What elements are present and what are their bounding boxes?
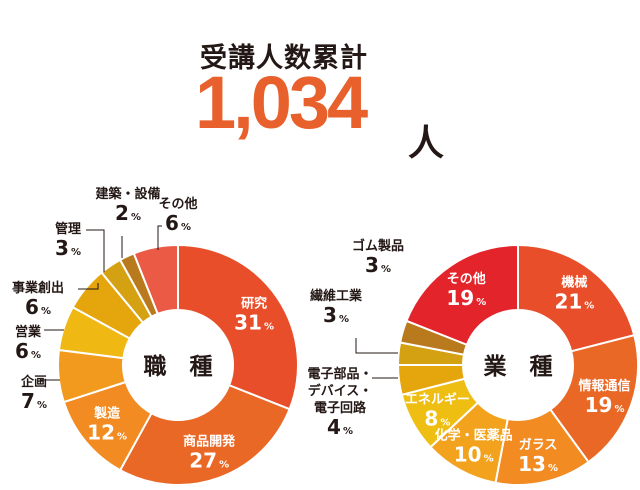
industry-slice-name-1: 情報通信	[579, 378, 631, 394]
occupation-slice-value-5: 6%	[25, 295, 51, 319]
occupation-slice-label-7: 建築・設備2%	[95, 186, 160, 225]
occupation-slice-value-6: 3%	[55, 236, 81, 260]
industry-slice-name-0: 機械	[561, 274, 587, 290]
occupation-slice-1	[118, 383, 291, 486]
occupation-leader-line-6	[86, 229, 105, 272]
occupation-slice-label-4: 営業6%	[15, 324, 42, 363]
industry-slice-name-6: 繊維工業	[310, 288, 363, 304]
industry-slice-name-3: 化学・医薬品	[435, 428, 513, 444]
occupation-slice-name-0: 研究	[241, 295, 267, 311]
industry-slice-name-8: その他	[447, 271, 486, 287]
industry-chart-title: 業 種	[483, 353, 553, 380]
industry-slice-value-7: 3%	[365, 253, 391, 277]
industry-slice-value-5: 4%	[327, 415, 353, 439]
industry-slice-name-4: エネルギー	[405, 391, 470, 407]
occupation-leader-line-8	[157, 225, 162, 250]
occupation-slice-name-7: 建築・設備	[95, 186, 160, 202]
occupation-slice-value-4: 6%	[15, 339, 41, 363]
industry-slice-value-6: 3%	[323, 303, 349, 327]
industry-slice-1	[548, 333, 639, 464]
industry-slice-name-5: 電子部品・	[307, 366, 372, 382]
industry-slice-8	[405, 243, 519, 347]
occupation-slice-8	[132, 243, 179, 316]
occupation-slice-0	[177, 243, 299, 411]
occupation-slice-name-2: 製造	[93, 406, 121, 422]
occupation-slice-value-3: 7%	[21, 389, 47, 413]
industry-leader-line-6	[355, 338, 398, 354]
occupation-slice-name-8: その他	[158, 196, 197, 212]
industry-slice-name-5: デバイス・	[308, 383, 373, 399]
occupation-leader-line-5	[78, 283, 99, 290]
industry-slice-name-2: ガラス	[519, 438, 558, 453]
occupation-slice-label-6: 管理3%	[55, 221, 81, 260]
occupation-slice-name-4: 営業	[15, 324, 42, 340]
occupation-chart-title: 職 種	[144, 353, 213, 380]
occupation-slice-name-1: 商品開発	[183, 434, 236, 450]
industry-slice-name-7: ゴム製品	[352, 238, 404, 254]
occupation-slice-name-5: 事業創出	[12, 280, 64, 296]
occupation-slice-name-3: 企画	[20, 374, 47, 390]
industry-slice-0	[517, 243, 636, 353]
occupation-slice-name-6: 管理	[55, 221, 81, 237]
total-unit: 人	[408, 123, 445, 164]
total-label: 受講人数累計	[200, 43, 368, 74]
occupation-slice-value-8: 6%	[165, 211, 191, 235]
total-number: 1,034	[195, 61, 368, 144]
occupation-slice-value-7: 2%	[115, 201, 141, 225]
industry-slice-name-5: 電子回路	[314, 400, 367, 416]
